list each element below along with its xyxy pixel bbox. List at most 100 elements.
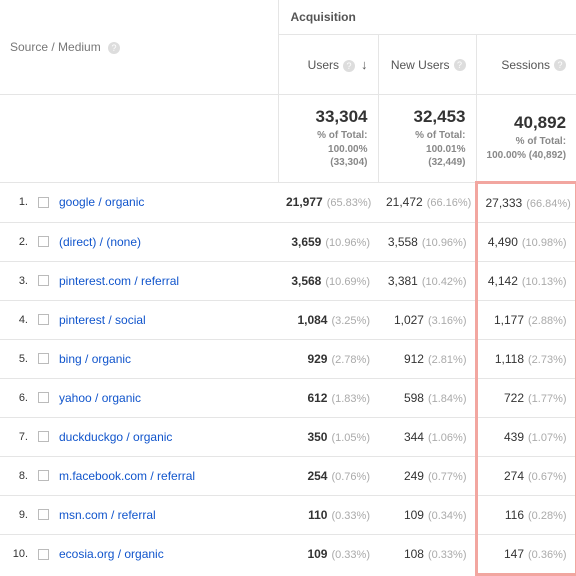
metric-cell: 3,558(10.96%) [378,222,476,261]
metric-value: 929 [307,352,327,366]
metric-cell: 1,084 (3.25%) [278,300,378,339]
metric-percent: (1.83%) [331,393,370,405]
metric-cell: 350(1.05%) [278,417,378,456]
metric-percent: (10.96%) [422,237,467,249]
sort-descending-icon: ↓ [361,57,368,72]
metric-percent: (10.13%) [522,276,567,288]
source-medium-link[interactable]: pinterest / social [59,313,146,327]
analytics-table: Source / Medium ? Acquisition Users?↓New… [0,0,576,576]
metric-value: 598 [404,391,424,405]
table-row: 6. yahoo / organic 612 (1.83%) 598 (1.84%) 722… [0,378,576,417]
help-icon[interactable]: ? [554,59,566,71]
metric-value: 612 [307,391,327,405]
metric-cell: 21,472(66.16%) [378,182,476,222]
metric-cell: 274(0.67%) [476,456,576,495]
metric-percent: (10.96%) [325,237,370,249]
metric-cell: 108(0.33%) [378,534,476,574]
metric-value: 4,142 [488,274,518,288]
source-medium-link[interactable]: ecosia.org / organic [59,547,164,561]
metric-percent: (1.05%) [331,432,370,444]
metric-header-sessions[interactable]: Sessions? [476,35,576,95]
row-checkbox[interactable] [38,470,49,481]
metric-value: 1,084 [297,313,327,327]
source-medium-link[interactable]: google / organic [59,195,144,209]
metric-header-label: Sessions [501,58,550,72]
metric-cell: 27,333(66.84%) [476,182,576,222]
total-value: 32,453 [389,107,466,127]
total-sub-value: 100.00% (40,892) [487,149,567,163]
metric-percent: (3.25%) [331,315,370,327]
source-medium-link[interactable]: (direct) / (none) [59,235,141,249]
row-index: 10. [8,548,28,560]
totals-cell-0: 33,304% of Total:100.00% (33,304) [278,95,378,183]
metric-cell: 116(0.28%) [476,495,576,534]
row-checkbox[interactable] [38,509,49,520]
metric-cell: 3,568(10.69%) [278,261,378,300]
table-row: 3.pinterest.com / referral3,568(10.69%)3… [0,261,576,300]
dimension-header[interactable]: Source / Medium ? [0,0,278,95]
metric-percent: (1.06%) [428,432,467,444]
metric-percent: (1.77%) [528,393,567,405]
total-value: 40,892 [487,113,567,133]
metric-cell: 439(1.07%) [476,417,576,456]
metric-value: 21,472 [386,195,423,209]
metric-value: 249 [404,469,424,483]
source-medium-link[interactable]: bing / organic [59,352,131,366]
total-sub-label: % of Total: [487,135,567,149]
metric-header-new-users[interactable]: New Users? [378,35,476,95]
row-checkbox[interactable] [38,549,49,560]
help-icon[interactable]: ? [343,60,355,72]
row-checkbox[interactable] [38,353,49,364]
help-icon[interactable]: ? [108,42,120,54]
row-index: 2. [8,236,28,248]
source-medium-link[interactable]: pinterest.com / referral [59,274,179,288]
row-checkbox[interactable] [38,236,49,247]
source-medium-link[interactable]: msn.com / referral [59,508,156,522]
source-cell: 6. yahoo / organic [0,378,278,417]
row-index: 6. [8,392,28,404]
source-cell: 8. m.facebook.com / referral [0,456,278,495]
metric-header-users[interactable]: Users?↓ [278,35,378,95]
group-header-label: Acquisition [291,10,356,24]
metric-value: 3,659 [291,235,321,249]
metric-percent: (0.33%) [428,549,467,561]
metric-cell: 249(0.77%) [378,456,476,495]
row-checkbox[interactable] [38,431,49,442]
metric-percent: (0.28%) [528,510,567,522]
source-medium-link[interactable]: duckduckgo / organic [59,430,172,444]
table-row: 9.msn.com / referral110(0.33%)109(0.34%)… [0,495,576,534]
metric-cell: 147(0.36%) [476,534,576,574]
metric-value: 722 [504,391,524,405]
source-cell: 2. (direct) / (none) [0,222,278,261]
total-sub-value: 100.00% (33,304) [289,143,368,170]
help-icon[interactable]: ? [454,59,466,71]
row-checkbox[interactable] [38,314,49,325]
metric-cell: 3,659 (10.96%) [278,222,378,261]
metric-cell: 109(0.33%) [278,534,378,574]
metric-percent: (0.67%) [528,471,567,483]
row-index: 8. [8,470,28,482]
metric-cell: 612 (1.83%) [278,378,378,417]
row-checkbox[interactable] [38,275,49,286]
table-row: 5.bing / organic929(2.78%)912(2.81%)1,11… [0,339,576,378]
metric-percent: (0.33%) [331,549,370,561]
table-row: 4.pinterest / social1,084(3.25%)1,027(3.… [0,300,576,339]
metric-percent: (1.07%) [528,432,567,444]
source-medium-link[interactable]: yahoo / organic [59,391,141,405]
totals-cell-1: 32,453% of Total:100.01% (32,449) [378,95,476,183]
metric-value: 1,118 [495,352,524,366]
metric-percent: (10.98%) [522,237,567,249]
metric-percent: (2.78%) [331,354,370,366]
row-checkbox[interactable] [38,197,49,208]
metric-cell: 254(0.76%) [278,456,378,495]
metric-cell: 4,142 (10.13%) [476,261,576,300]
table-row: 8.m.facebook.com / referral254(0.76%)249… [0,456,576,495]
total-sub-value: 100.01% (32,449) [389,143,466,170]
metric-percent: (0.36%) [528,549,567,561]
metric-value: 3,381 [388,274,418,288]
source-medium-link[interactable]: m.facebook.com / referral [59,469,195,483]
row-checkbox[interactable] [38,392,49,403]
metric-value: 3,568 [291,274,321,288]
metric-percent: (2.81%) [428,354,467,366]
metric-percent: (1.84%) [428,393,467,405]
